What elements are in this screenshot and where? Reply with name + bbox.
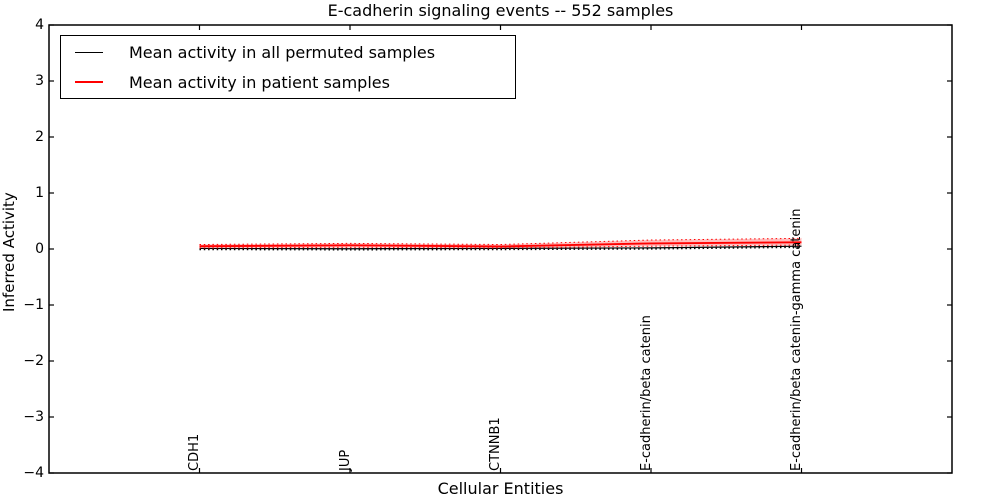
legend-label: Mean activity in all permuted samples (129, 42, 436, 62)
x-tick-label: JUP (337, 449, 353, 471)
y-tick-label: −1 (23, 297, 44, 313)
x-tick-label: E-cadherin/beta catenin (638, 315, 654, 471)
y-tick-label: 1 (35, 185, 44, 201)
y-tick-label: 0 (35, 241, 44, 257)
x-tick-label: E-cadherin/beta catenin-gamma catenin (789, 208, 804, 471)
black-line-icon (75, 51, 103, 53)
legend-label: Mean activity in patient samples (129, 72, 390, 92)
y-tick-label: −3 (23, 409, 44, 425)
x-axis-label: Cellular Entities (437, 479, 564, 498)
series-line-patient_mean (199, 241, 802, 248)
series-line-patient_lower_dotted (199, 244, 802, 249)
series-line-patient_upper_dotted (199, 237, 802, 246)
y-tick-label: 2 (35, 129, 44, 145)
y-tick-label: −2 (23, 353, 44, 369)
y-tick-label: 4 (35, 17, 44, 33)
chart-title: E-cadherin signaling events -- 552 sampl… (327, 1, 674, 20)
x-tick-label: CDH1 (187, 433, 202, 471)
legend-entry-permuted: Mean activity in all permuted samples (61, 37, 515, 67)
x-tick-label: CTNNB1 (488, 417, 503, 471)
y-axis-label: Inferred Activity (0, 192, 18, 312)
series-line-permuted_mean (199, 245, 802, 250)
y-tick-label: −4 (23, 465, 44, 481)
series-line-permuted_std_dotted (199, 246, 802, 251)
legend-box: Mean activity in all permuted samples Me… (60, 35, 516, 99)
y-tick-label: 3 (35, 73, 44, 89)
legend-entry-patient: Mean activity in patient samples (61, 67, 515, 97)
red-line-icon (75, 81, 103, 83)
